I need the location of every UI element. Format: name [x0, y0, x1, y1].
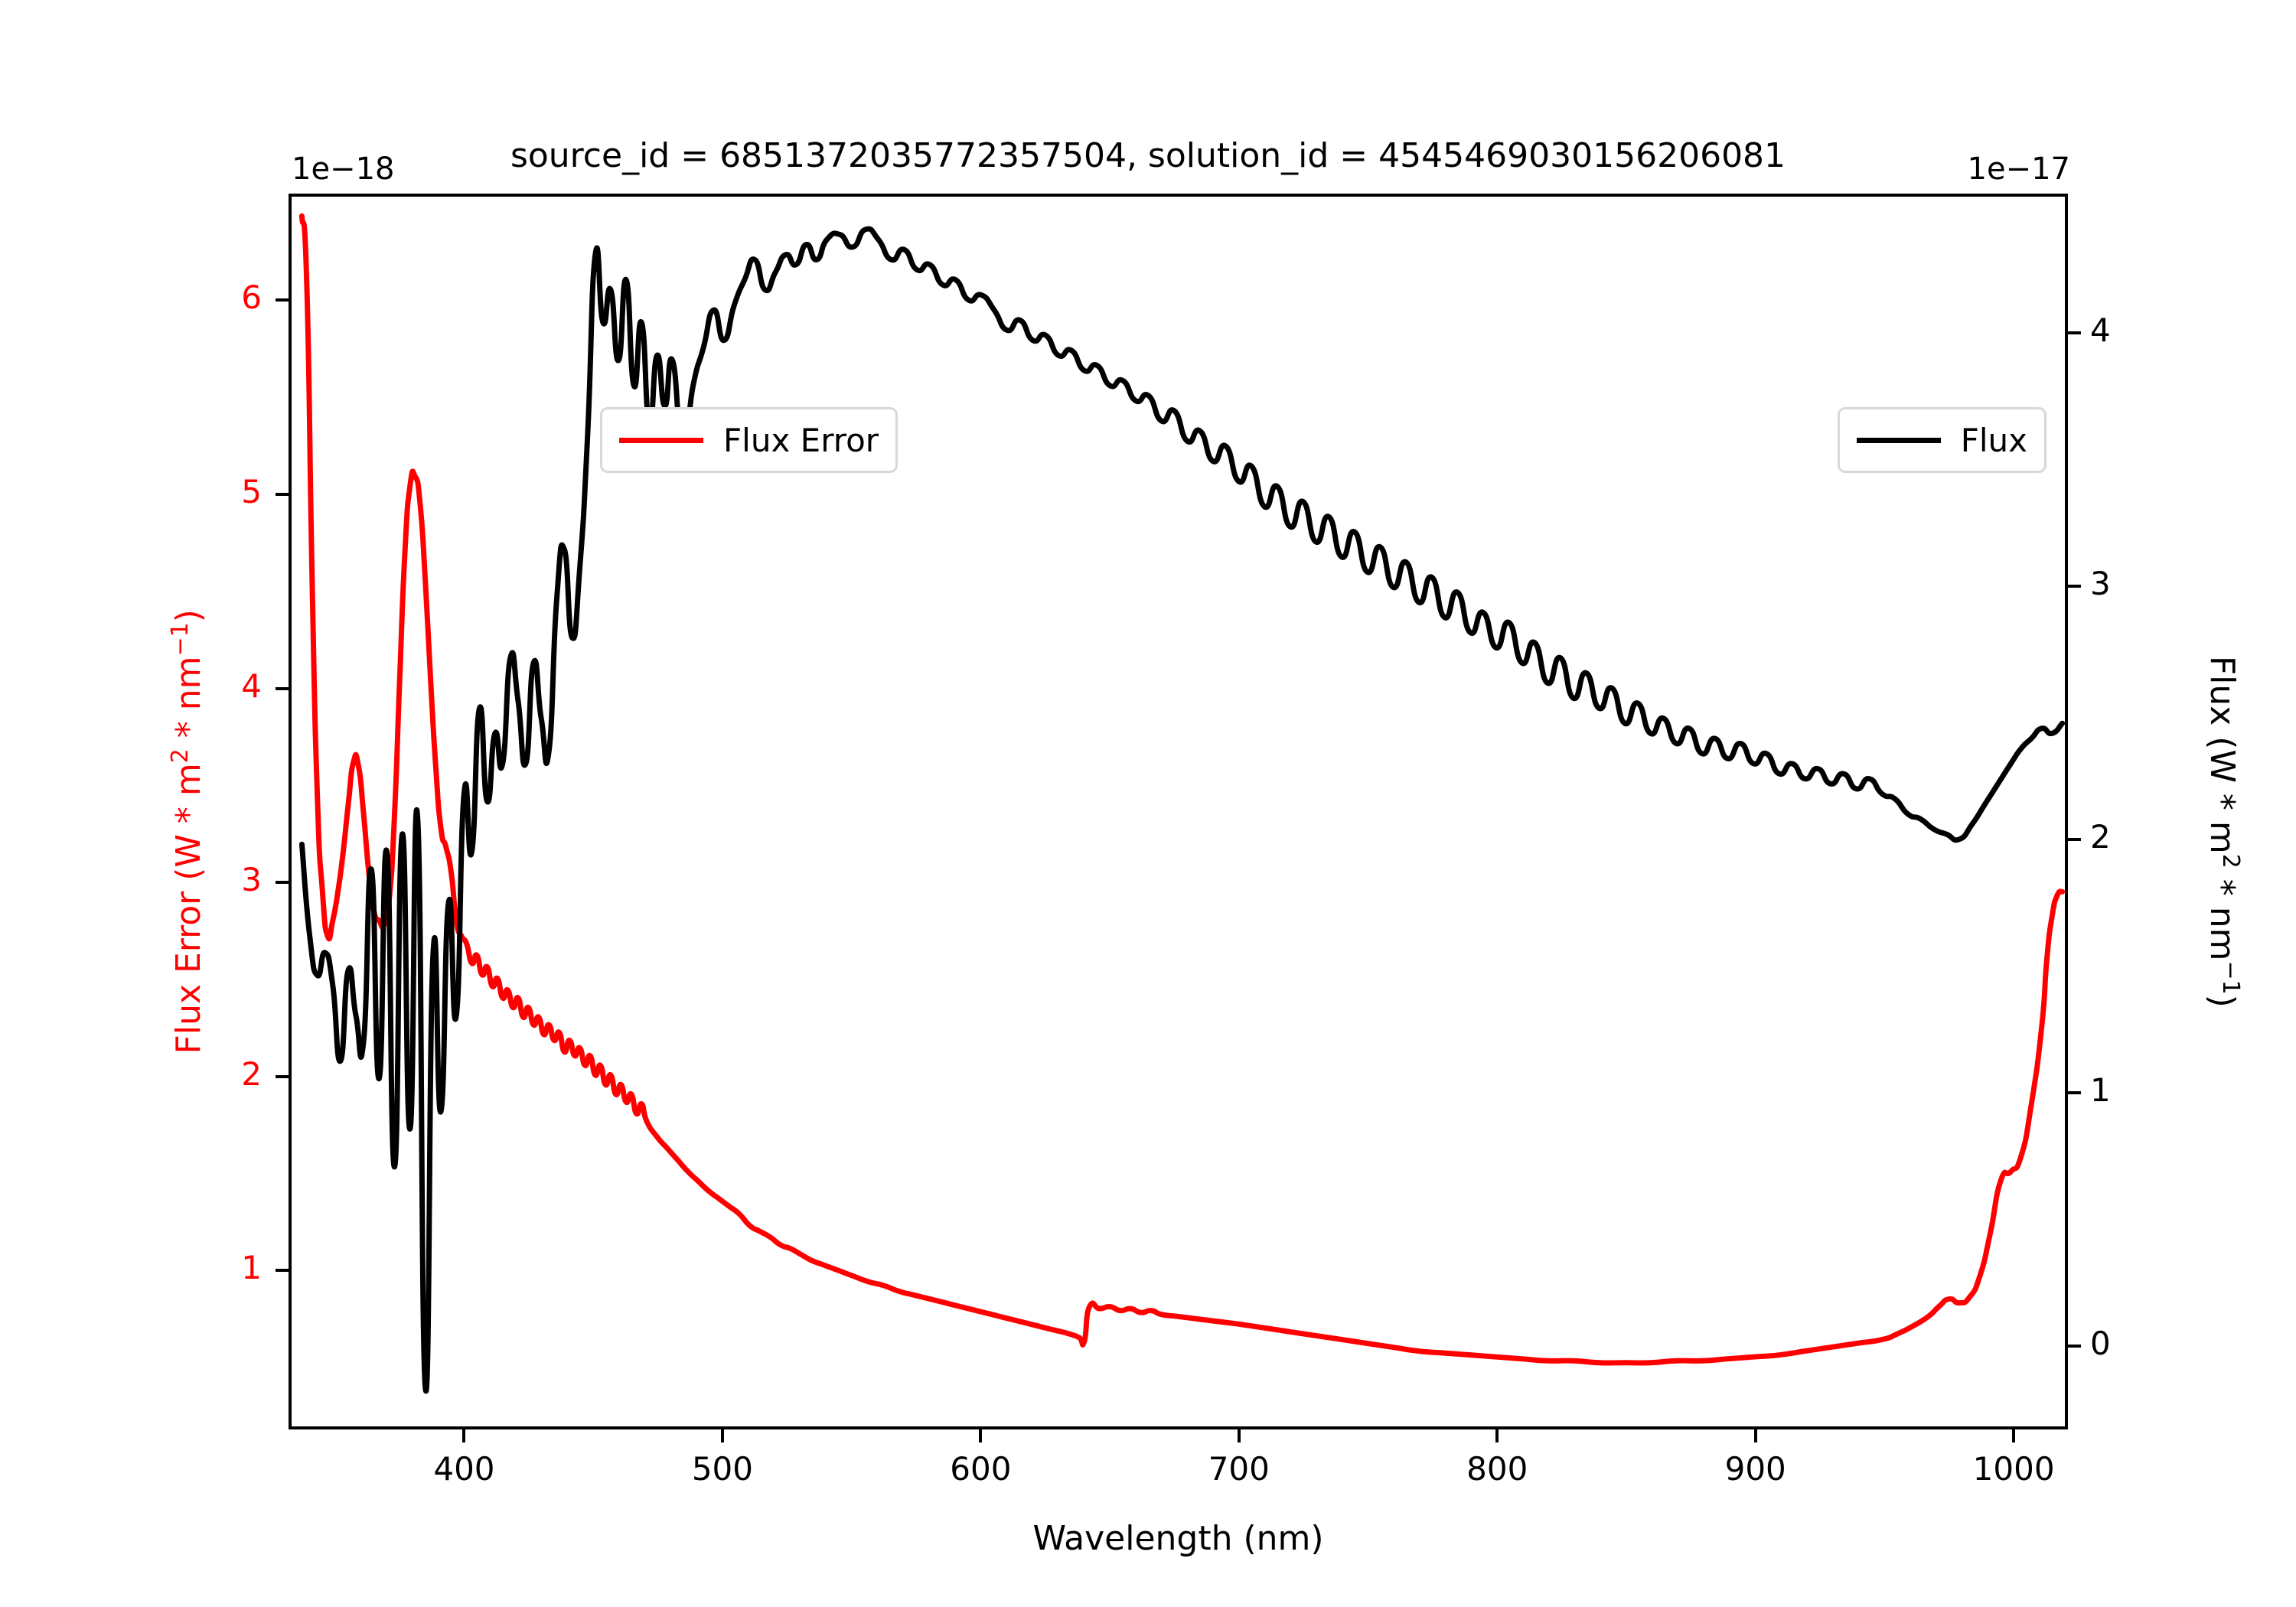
right-y-tick-label: 3 — [2090, 564, 2111, 602]
right-y-tick-mark — [2068, 1090, 2081, 1094]
series-line-flux — [298, 226, 2065, 1394]
left-y-tick-mark — [276, 1269, 289, 1273]
left-y-tick-mark — [276, 686, 289, 690]
x-tick-label: 400 — [433, 1450, 495, 1488]
right-y-tick-mark — [2068, 584, 2081, 588]
right-axis-title-sup-area: 2 — [2216, 853, 2244, 869]
left-y-tick-mark — [276, 492, 289, 496]
legend-flux-error[interactable]: Flux Error — [600, 407, 899, 473]
x-tick-mark — [462, 1429, 466, 1442]
right-axis-title-prefix: Flux (W * m — [2203, 655, 2242, 854]
left-y-tick-mark — [276, 298, 289, 302]
left-y-tick-label: 5 — [241, 472, 262, 510]
left-y-tick-label: 1 — [241, 1249, 262, 1287]
legend-line-swatch-flux — [1856, 437, 1941, 443]
x-axis-title: Wavelength (nm) — [1032, 1519, 1324, 1558]
left-axis-title-suffix: ) — [168, 609, 208, 623]
right-y-tick-label: 0 — [2090, 1324, 2111, 1362]
legend-label-flux-error: Flux Error — [723, 421, 879, 459]
x-tick-mark — [1495, 1429, 1499, 1442]
right-axis-offset-label: 1e−17 — [1967, 152, 2070, 187]
left-y-tick-label: 2 — [241, 1054, 262, 1093]
series-line-flux-error — [298, 213, 2065, 1366]
x-tick-label: 800 — [1466, 1450, 1528, 1488]
x-tick-label: 500 — [691, 1450, 753, 1488]
x-tick-mark — [1753, 1429, 1757, 1442]
left-axis-title-sup-area: 2 — [167, 748, 194, 764]
left-axis-title-sup-inv: −1 — [167, 622, 194, 657]
legend-flux[interactable]: Flux — [1837, 407, 2047, 473]
left-y-tick-label: 4 — [241, 667, 262, 705]
right-axis-title-sup-inv: −1 — [2216, 960, 2244, 995]
left-y-tick-mark — [276, 881, 289, 885]
right-axis-title-suffix: ) — [2203, 994, 2242, 1008]
right-y-tick-mark — [2068, 1344, 2081, 1348]
right-y-tick-label: 2 — [2090, 817, 2111, 856]
right-y-tick-label: 1 — [2090, 1071, 2111, 1109]
right-y-tick-label: 4 — [2090, 311, 2111, 350]
left-axis-title: Flux Error (W * m2 * nm−1) — [167, 296, 208, 1367]
x-tick-mark — [1237, 1429, 1241, 1442]
right-y-tick-mark — [2068, 837, 2081, 841]
right-axis-title-mid: * nm — [2203, 868, 2242, 961]
legend-line-swatch-flux-error — [619, 437, 703, 443]
x-tick-label: 600 — [950, 1450, 1012, 1488]
left-axis-offset-label: 1e−18 — [292, 152, 395, 187]
right-y-tick-mark — [2068, 331, 2081, 335]
x-tick-mark — [2012, 1429, 2016, 1442]
x-tick-label: 1000 — [1972, 1450, 2055, 1488]
left-y-tick-mark — [276, 1074, 289, 1078]
x-tick-label: 900 — [1724, 1450, 1786, 1488]
x-tick-mark — [720, 1429, 724, 1442]
left-y-tick-label: 6 — [241, 279, 262, 317]
legend-label-flux: Flux — [1960, 421, 2027, 459]
right-axis-title: Flux (W * m2 * nm−1) — [2203, 296, 2244, 1367]
plot-area: Flux Error Flux — [289, 194, 2068, 1429]
x-tick-mark — [979, 1429, 983, 1442]
left-y-tick-label: 3 — [241, 861, 262, 899]
x-tick-label: 700 — [1208, 1450, 1270, 1488]
page-title: source_id = 6851372035772357504, solutio… — [510, 136, 1786, 175]
curve-canvas — [298, 213, 2065, 1394]
left-axis-title-prefix: Flux Error (W * m — [168, 763, 208, 1054]
